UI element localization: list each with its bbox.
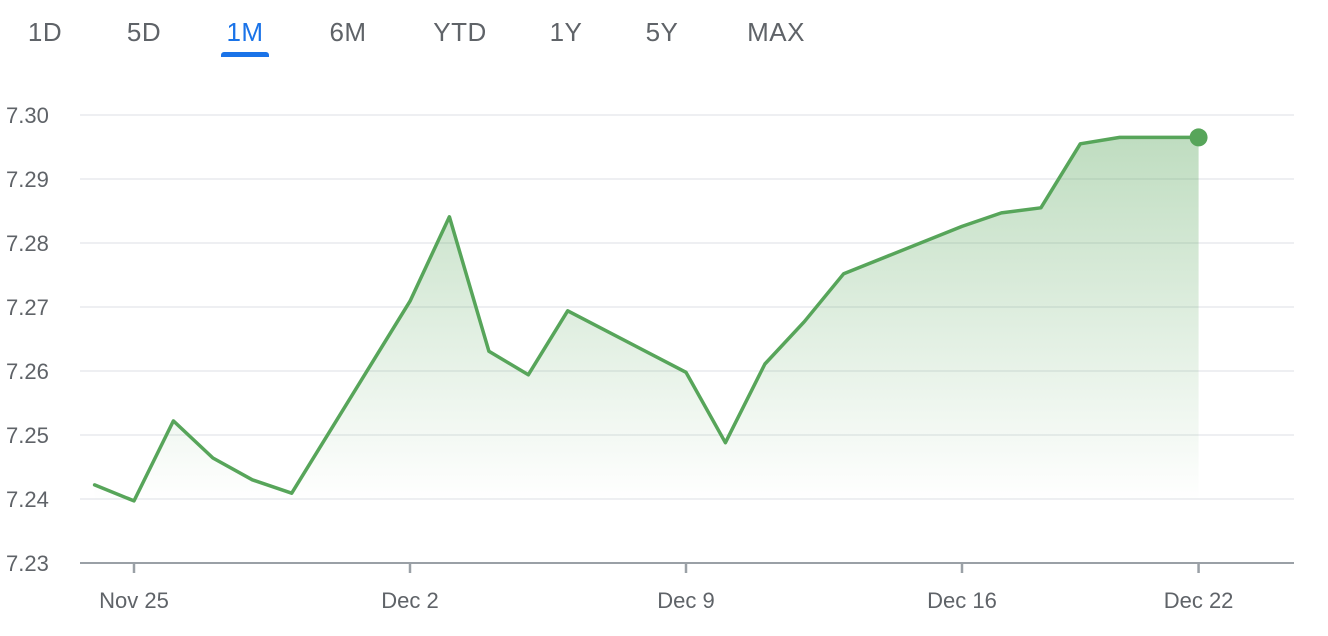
x-tick-label: Dec 16: [927, 588, 997, 613]
y-tick-label: 7.25: [6, 423, 49, 448]
y-tick-label: 7.26: [6, 359, 49, 384]
data-point[interactable]: [483, 345, 495, 357]
data-point[interactable]: [1035, 202, 1047, 214]
y-tick-label: 7.29: [6, 167, 49, 192]
range-tab-label: 1Y: [549, 17, 583, 47]
price-area: [94, 137, 1199, 501]
y-tick-label: 7.27: [6, 295, 49, 320]
range-tab-1d[interactable]: 1D: [21, 14, 69, 60]
range-tab-label: YTD: [433, 17, 487, 47]
range-tab-underline: [221, 52, 269, 57]
price-area-fill: [94, 137, 1199, 501]
x-tick-label: Dec 9: [657, 588, 714, 613]
price-line: [92, 135, 1201, 503]
range-tab-label: 1D: [27, 17, 63, 47]
range-tab-label: 6M: [329, 17, 367, 47]
x-tick-label: Nov 25: [99, 588, 169, 613]
range-tab-6m[interactable]: 6M: [324, 14, 372, 60]
data-point[interactable]: [798, 316, 810, 328]
data-point[interactable]: [89, 479, 101, 491]
data-point[interactable]: [1074, 138, 1086, 150]
y-tick-label: 7.23: [6, 551, 49, 576]
data-point[interactable]: [680, 366, 692, 378]
last-point-marker: [1189, 128, 1208, 147]
data-point[interactable]: [995, 207, 1007, 219]
range-tab-5d[interactable]: 5D: [120, 14, 168, 60]
data-point[interactable]: [128, 495, 140, 507]
data-point[interactable]: [522, 369, 534, 381]
range-tab-label: 5D: [126, 17, 162, 47]
data-point[interactable]: [246, 474, 258, 486]
y-tick-label: 7.28: [6, 231, 49, 256]
data-point[interactable]: [759, 358, 771, 370]
y-axis-labels: 7.30 7.29 7.28 7.27 7.26 7.25 7.24 7.23: [6, 103, 49, 576]
range-tab-label: MAX: [747, 17, 805, 47]
data-point[interactable]: [207, 452, 219, 464]
x-tick-label: Dec 2: [381, 588, 438, 613]
data-point[interactable]: [956, 220, 968, 232]
data-point[interactable]: [562, 305, 574, 317]
x-axis-labels: Nov 25 Dec 2 Dec 9 Dec 16 Dec 22: [99, 588, 1233, 613]
data-point[interactable]: [443, 211, 455, 223]
y-tick-label: 7.24: [6, 487, 49, 512]
range-tab-1y[interactable]: 1Y: [542, 14, 590, 60]
range-tab-5y[interactable]: 5Y: [638, 14, 686, 60]
data-point[interactable]: [167, 415, 179, 427]
y-tick-label: 7.30: [6, 103, 49, 128]
range-tab-ytd[interactable]: YTD: [433, 14, 487, 60]
data-point[interactable]: [286, 487, 298, 499]
data-point[interactable]: [838, 268, 850, 280]
range-tab-label: 1M: [226, 17, 264, 47]
range-tab-max[interactable]: MAX: [747, 14, 805, 60]
price-line-group: [89, 131, 1201, 507]
range-tab-1m[interactable]: 1M: [221, 14, 269, 60]
x-tick-label: Dec 22: [1164, 588, 1234, 613]
range-tab-label: 5Y: [645, 17, 679, 47]
data-point[interactable]: [404, 295, 416, 307]
data-point[interactable]: [1114, 131, 1126, 143]
data-point[interactable]: [719, 437, 731, 449]
range-tab-bar: 1D 5D 1M 6M YTD 1Y 5Y MAX: [0, 0, 1328, 70]
x-axis: [80, 562, 1294, 573]
last-point-group: [1189, 128, 1208, 147]
